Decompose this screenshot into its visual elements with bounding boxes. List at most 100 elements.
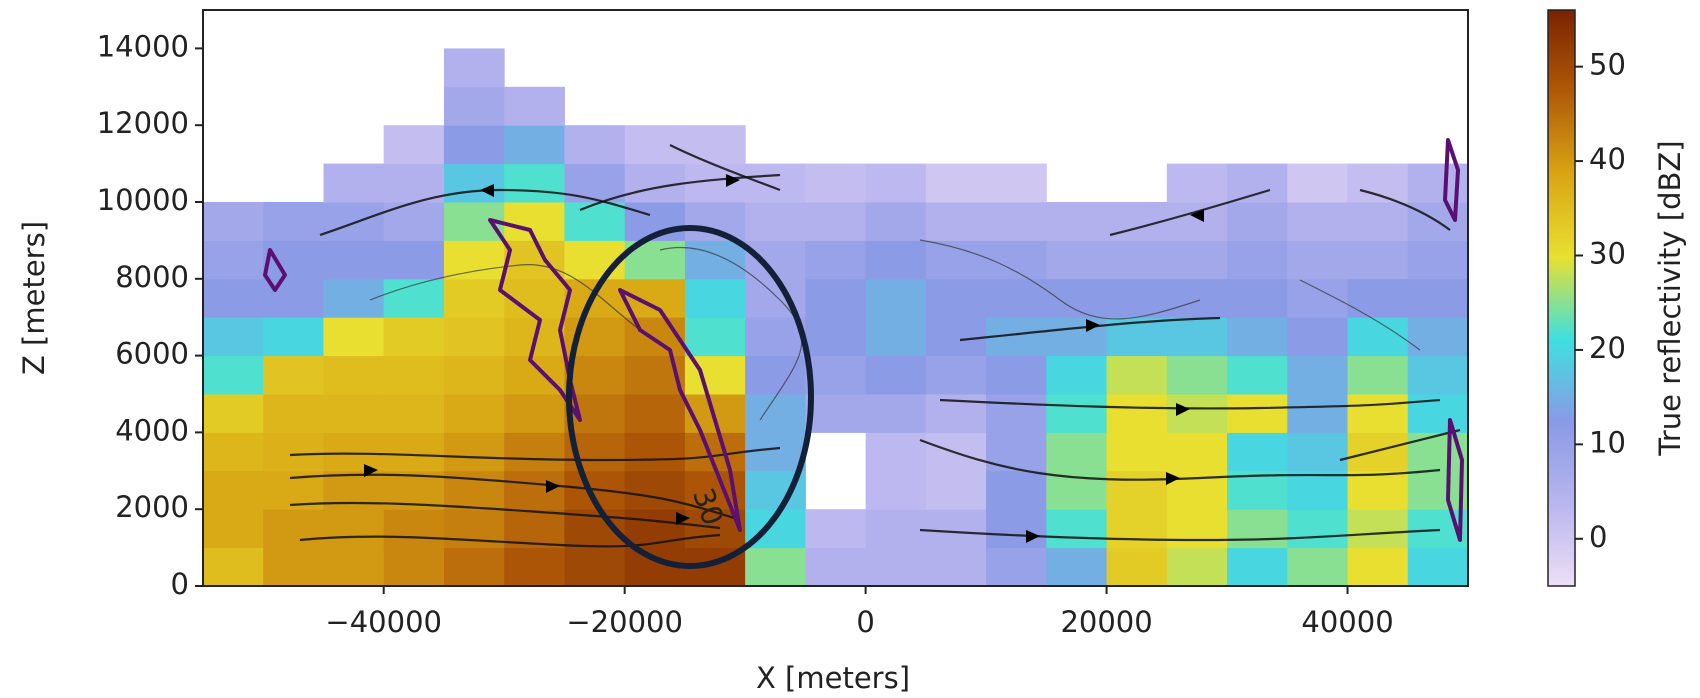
cell: [1347, 317, 1409, 357]
cell: [805, 394, 867, 433]
cell: [745, 432, 806, 472]
cell: [1046, 202, 1108, 241]
contour: [488, 218, 582, 422]
cell: [1046, 432, 1108, 472]
cell: [925, 202, 987, 241]
cell: [1166, 163, 1228, 203]
cell: [745, 163, 806, 203]
arrow-head: [1166, 472, 1180, 485]
arrow-head: [1190, 209, 1204, 222]
cell: [203, 240, 264, 280]
cell: [383, 163, 445, 203]
cell: [1166, 509, 1228, 549]
cell: [263, 547, 324, 587]
arrow-head: [676, 512, 690, 525]
contour: [618, 288, 742, 532]
cell: [745, 202, 806, 241]
cell: [1227, 509, 1288, 549]
cell: [624, 509, 686, 549]
cell: [504, 355, 565, 395]
cell: [443, 86, 505, 126]
cell: [383, 355, 445, 395]
cell: [1166, 202, 1228, 241]
cell: [1347, 278, 1409, 318]
cell: [1166, 394, 1228, 433]
axes: −40000 −20000 0 20000 40000 0 2000 4000 6000 8000…: [97, 29, 1626, 639]
cell: [323, 547, 385, 587]
x-tick-label: 20000: [1060, 605, 1152, 639]
cell: [865, 317, 927, 357]
contour: [1446, 418, 1464, 542]
colorbar-tick-label: 50: [1589, 48, 1626, 82]
cell: [684, 278, 746, 318]
cell: [564, 202, 626, 241]
cell: [925, 509, 987, 549]
cell: [1347, 355, 1409, 395]
arrow-head: [364, 464, 378, 477]
cell: [865, 240, 927, 280]
cell: [263, 240, 324, 280]
cell: [1347, 509, 1409, 549]
cell: [1106, 355, 1168, 395]
cell: [203, 432, 264, 472]
cell: [504, 202, 565, 241]
cell: [865, 432, 927, 472]
cell: [1287, 355, 1349, 395]
cell: [1106, 240, 1168, 280]
cell: [986, 470, 1047, 510]
cell: [1046, 355, 1108, 395]
cell: [203, 202, 264, 241]
cell: [865, 509, 927, 549]
cell: [865, 163, 927, 203]
cell: [805, 202, 867, 241]
cell: [745, 547, 806, 587]
cell: [986, 509, 1047, 549]
cell: [745, 394, 806, 433]
streamline: [939, 398, 1441, 410]
cell: [1227, 432, 1288, 472]
x-tick-label: 0: [856, 605, 874, 639]
cell: [323, 394, 385, 433]
cell: [805, 163, 867, 203]
cell: [1166, 240, 1228, 280]
cell: [1106, 394, 1168, 433]
cell: [1347, 432, 1409, 472]
cell: [1106, 547, 1168, 587]
cell: [1347, 163, 1409, 203]
cell: [1227, 163, 1288, 203]
cell: [323, 317, 385, 357]
cell: [1347, 240, 1409, 280]
cell: [1407, 317, 1469, 357]
colorbar-tick-label: 20: [1589, 331, 1626, 365]
streamline: [1299, 279, 1421, 351]
cell: [1287, 202, 1349, 241]
cell: [865, 355, 927, 395]
arrow-head: [1176, 403, 1190, 416]
cell: [1407, 355, 1469, 395]
cell: [624, 125, 686, 165]
cell: [203, 278, 264, 318]
cell: [925, 317, 987, 357]
colorbar-label: True reflectivity [dBZ]: [1653, 140, 1687, 456]
cell: [263, 509, 324, 549]
streamline: [579, 173, 781, 212]
cell: [203, 547, 264, 587]
cell: [925, 240, 987, 280]
cell: [383, 394, 445, 433]
cell: [564, 240, 626, 280]
cell: [443, 240, 505, 280]
cell: [684, 317, 746, 357]
streamline: [669, 144, 781, 192]
cell: [865, 394, 927, 433]
cell: [684, 202, 746, 241]
streamline: [919, 528, 1441, 542]
cell: [443, 394, 505, 433]
cell: [1287, 470, 1349, 510]
cell: [1166, 317, 1228, 357]
cell: [986, 432, 1047, 472]
cell: [865, 202, 927, 241]
cell: [1046, 317, 1108, 357]
cell: [443, 317, 505, 357]
cell: [1227, 547, 1288, 587]
cell: [323, 202, 385, 241]
